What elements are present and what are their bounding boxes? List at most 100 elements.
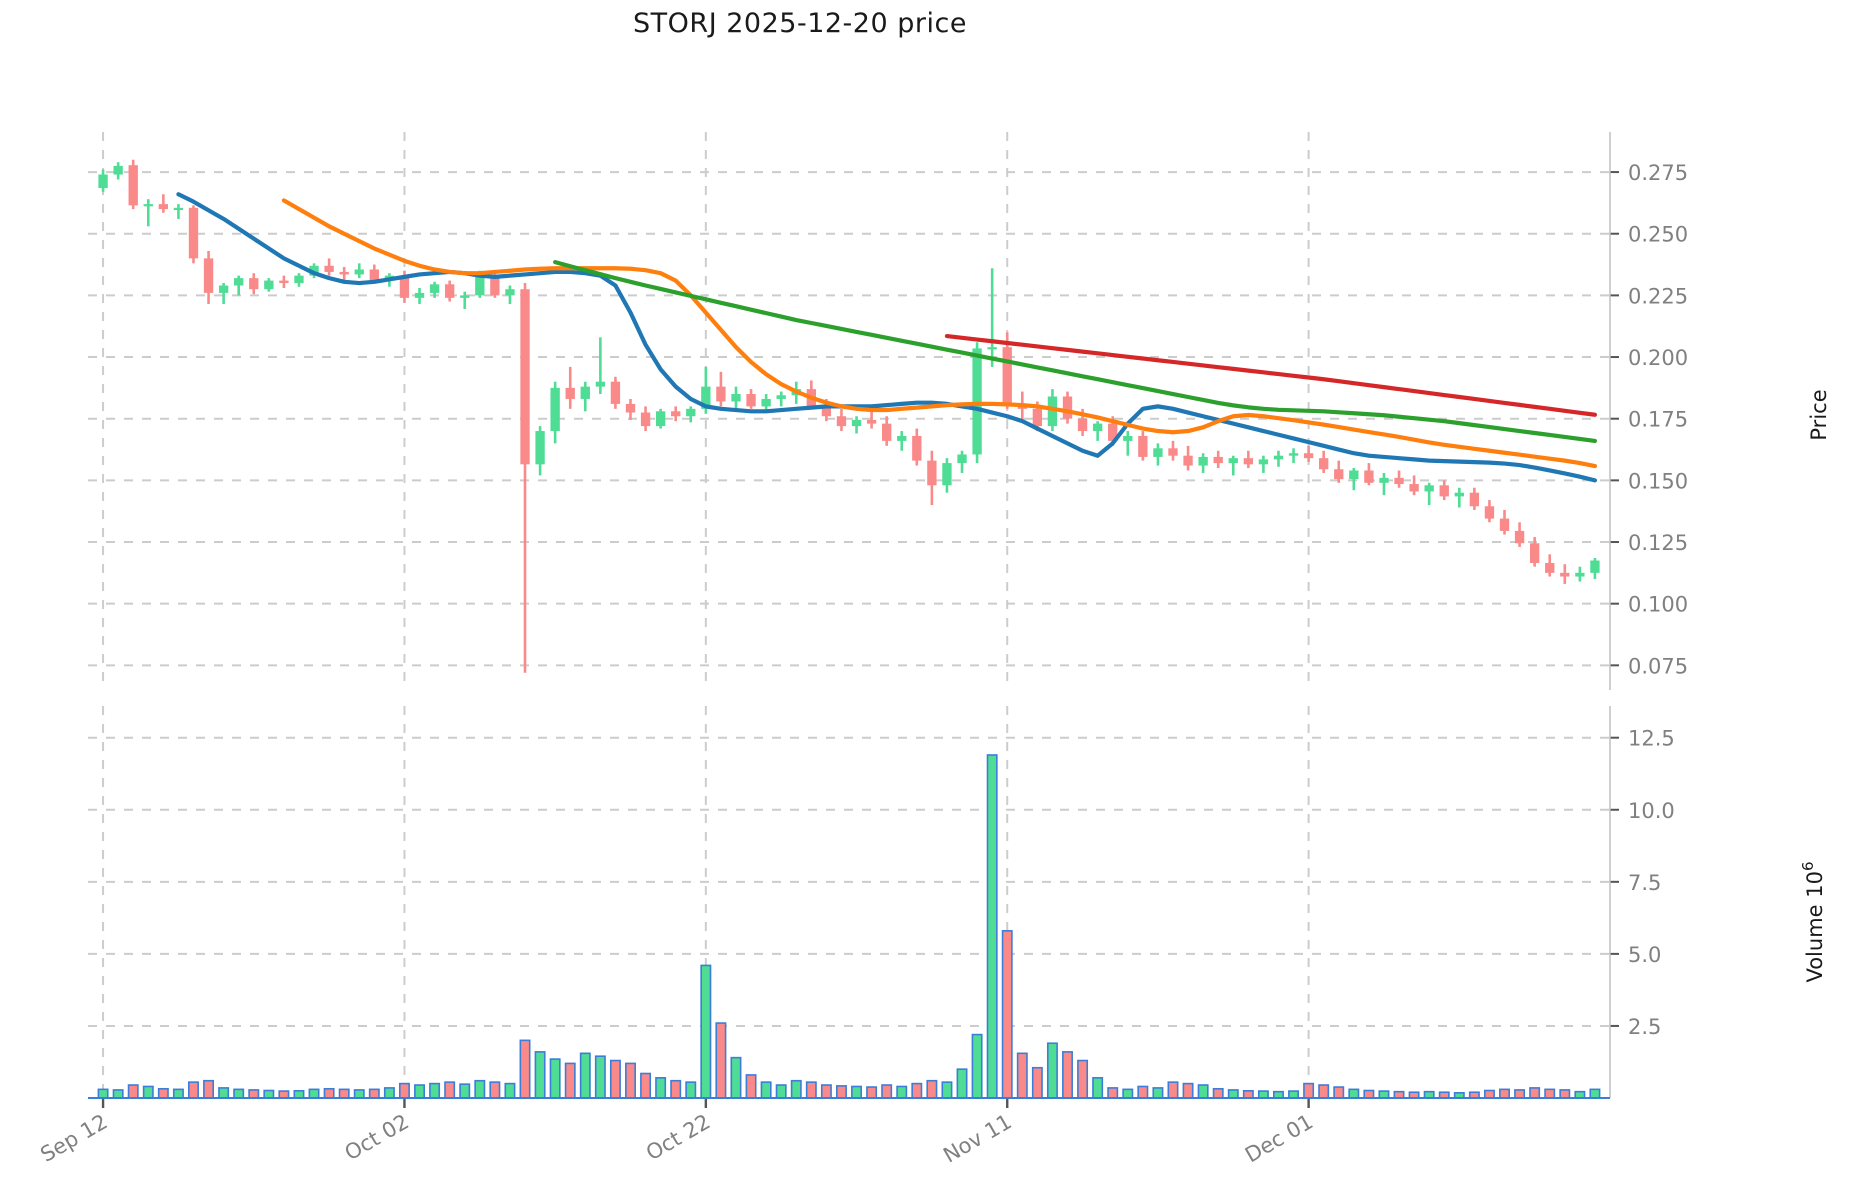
candlestick	[1168, 440, 1178, 461]
volume-bar	[609, 1059, 621, 1099]
volume-bar	[1257, 1090, 1269, 1099]
candlestick	[203, 250, 214, 305]
candlestick	[595, 337, 606, 395]
volume-bar	[188, 1081, 199, 1099]
volume-bar	[444, 1081, 456, 1099]
volume-bar	[353, 1089, 365, 1099]
volume-bar	[1303, 1082, 1315, 1099]
volume-bar	[1288, 1090, 1300, 1099]
volume-bar	[1378, 1090, 1390, 1099]
volume-bar	[1242, 1089, 1254, 1099]
volume-bar	[1137, 1085, 1149, 1099]
candlestick	[414, 287, 425, 305]
volume-bar	[459, 1083, 471, 1099]
volume-bar	[625, 1062, 636, 1099]
volume-bar	[1333, 1086, 1345, 1099]
x-tick-label: Dec 01	[1241, 1110, 1317, 1168]
volume-bar	[745, 1074, 757, 1099]
candlestick	[520, 283, 530, 673]
volume-bar	[293, 1089, 305, 1099]
volume-bars	[97, 754, 1601, 1099]
candlestick	[264, 278, 274, 292]
candlestick	[1002, 332, 1012, 409]
volume-bar	[97, 1088, 109, 1099]
volume-bar	[881, 1084, 893, 1099]
candlestick	[625, 398, 636, 420]
candlestick	[1243, 450, 1254, 469]
candlestick	[1529, 537, 1540, 567]
volume-bar	[986, 754, 998, 1099]
volume-bar	[398, 1082, 410, 1099]
volume-bar	[1363, 1089, 1375, 1099]
volume-bar	[1077, 1059, 1089, 1099]
price-tick-label: 0.125	[1628, 531, 1688, 555]
volume-bar	[1514, 1089, 1526, 1099]
volume-bar	[1318, 1084, 1330, 1099]
volume-bar	[640, 1072, 652, 1099]
price-tick-label: 0.275	[1628, 161, 1688, 185]
candlestick	[1092, 421, 1103, 441]
volume-bar	[1182, 1082, 1194, 1099]
price-gridlines	[88, 171, 1610, 667]
price-tick-label: 0.200	[1628, 346, 1688, 370]
ma-line	[281, 198, 1598, 469]
volume-bar	[263, 1089, 275, 1099]
volume-bar	[941, 1081, 953, 1099]
volume-bar	[956, 1068, 968, 1099]
candlestick	[173, 204, 184, 219]
volume-bar	[1197, 1084, 1209, 1099]
volume-bar	[308, 1088, 320, 1099]
candlestick	[294, 273, 304, 287]
volume-bar	[700, 964, 712, 1099]
candlestick	[1228, 455, 1238, 476]
price-tick-label: 0.150	[1628, 469, 1688, 493]
volume-bar	[1544, 1088, 1556, 1099]
candlestick	[987, 268, 997, 367]
x-axis-ticks: Sep 12 Oct 02 Oct 22 Nov 11 Dec 01	[36, 1098, 1317, 1168]
candlestick	[851, 416, 862, 434]
candlestick	[1138, 431, 1148, 461]
volume-bar	[1529, 1087, 1541, 1099]
volume-bar	[112, 1089, 124, 1099]
volume-bar	[594, 1055, 606, 1099]
price-axis-ticks: 0.275 0.250 0.225 0.200 0.175 0.150 0.125 0.100…	[1610, 161, 1688, 678]
candlestick	[565, 366, 575, 409]
volume-bar	[1167, 1081, 1179, 1099]
candlestick	[1560, 564, 1570, 584]
candlestick	[309, 263, 319, 279]
candlestick	[128, 159, 138, 210]
volume-bar	[549, 1058, 561, 1099]
candlestick	[746, 389, 756, 409]
volume-bar	[1227, 1089, 1239, 1099]
candlestick	[535, 426, 545, 476]
volume-bar	[519, 1039, 531, 1099]
candlestick	[1273, 450, 1284, 467]
volume-bar	[971, 1033, 983, 1099]
candlestick	[550, 381, 560, 444]
volume-bar	[248, 1089, 260, 1099]
volume-axis-label: Volume 106	[1799, 861, 1827, 982]
candlestick	[836, 408, 847, 432]
volume-tick-label: 7.5	[1628, 871, 1661, 895]
ma-line	[944, 333, 1598, 417]
candlestick	[580, 381, 590, 412]
volume-bar	[323, 1087, 335, 1099]
volume-bar	[338, 1088, 350, 1099]
volume-bar	[368, 1088, 380, 1099]
volume-bar	[504, 1082, 516, 1099]
candlestick	[444, 280, 455, 302]
axis-spines	[88, 132, 1611, 1099]
candlestick	[610, 376, 621, 409]
candlestick	[1545, 554, 1555, 577]
candlestick	[640, 406, 651, 432]
volume-bar	[685, 1081, 697, 1099]
volume-bar	[1016, 1052, 1028, 1099]
candlestick	[671, 406, 681, 422]
volume-bar	[1589, 1088, 1601, 1099]
x-tick-label: Nov 11	[939, 1110, 1015, 1168]
candlestick	[1379, 472, 1389, 496]
volume-bar	[1212, 1087, 1224, 1099]
volume-bar	[1001, 930, 1013, 1099]
